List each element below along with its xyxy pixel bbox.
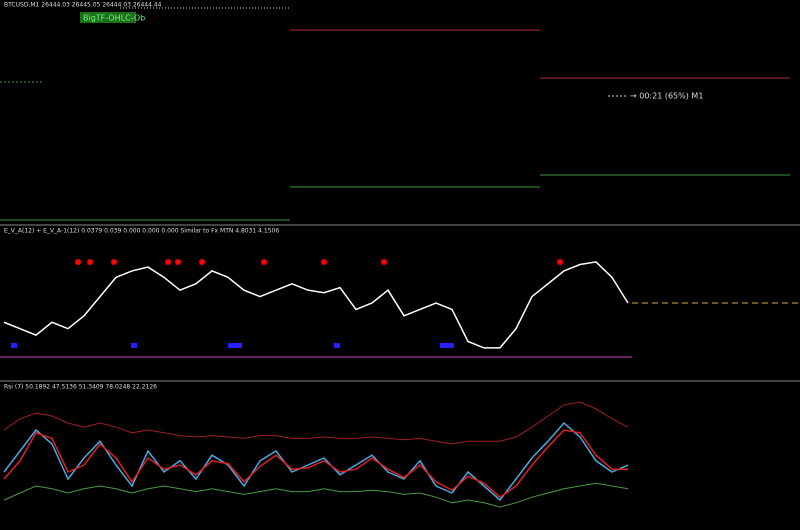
indicator [3,261,629,349]
sell-dot [557,259,563,265]
symbol-line: BTCUSD,M1 26444.03 26445.05 26444.03 264… [4,2,162,9]
sell-dot [321,259,327,265]
sell-dot [165,259,171,265]
sell-dot [381,259,387,265]
buy-dot [11,343,17,348]
timer: → 00:21 (65%) M1 [630,92,703,101]
sell-dot [261,259,267,265]
buy-dot [440,343,454,348]
sell-dot [199,259,205,265]
buy-dot [228,343,242,348]
buy-dot [131,343,137,348]
rsi-line [3,401,629,445]
rsi-line [3,429,628,499]
sell-dot [111,259,117,265]
rsi-line [3,421,629,502]
signal-dots [11,259,563,348]
buy-dot [334,343,340,348]
rsi [3,401,629,508]
rsi-label: Rsi (7) 50.1892 47.5136 51.3409 78.0248 … [4,384,157,391]
sell-dot [87,259,93,265]
signal-line [3,261,629,349]
label-box [80,12,136,23]
indicator-label: E_V_A(12) + E_V_A-1(12) 0.0379 0.039 0.0… [4,228,279,235]
sell-dot [75,259,81,265]
rsi-line [3,482,629,508]
sell-dot [175,259,181,265]
indicator-label: BigTF-OHLC-Ob [83,14,145,23]
